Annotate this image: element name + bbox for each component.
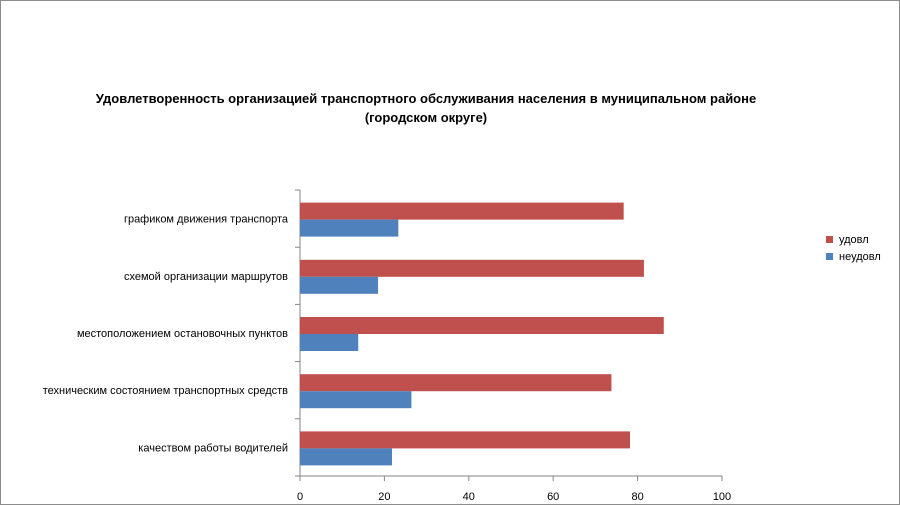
bar-удовл [300, 431, 631, 449]
bar-удовл [300, 259, 644, 277]
x-tick-label: 40 [463, 491, 475, 503]
x-tick-label: 20 [378, 491, 390, 503]
category-label: графиком движения транспорта [124, 214, 289, 226]
bar-неудовл [300, 448, 392, 466]
bar-неудовл [300, 391, 412, 409]
chart-title-line-2: (городском округе) [364, 110, 488, 125]
category-label: техническим состоянием транспортных сред… [43, 385, 288, 397]
x-tick-label: 100 [713, 491, 731, 503]
bar-неудовл [300, 334, 359, 351]
category-label: местоположением остановочных пунктов [77, 328, 288, 340]
legend-swatch-удовл [826, 236, 833, 243]
category-label: качеством работы водителей [138, 442, 288, 454]
legend-swatch-неудовл [826, 253, 833, 260]
bar-удовл [300, 317, 664, 334]
x-tick-label: 80 [631, 491, 643, 503]
bar-неудовл [300, 276, 379, 294]
chart-title-line-1: Удовлетворенность организацией транспорт… [95, 91, 757, 106]
bar-удовл [300, 374, 612, 392]
x-tick-label: 60 [547, 491, 559, 503]
category-label: схемой организации маршрутов [124, 271, 288, 283]
bar-удовл [300, 202, 624, 220]
x-tick-label: 0 [297, 491, 303, 503]
chart-title: Удовлетворенность организацией транспорт… [1, 89, 851, 127]
legend-label-удовл: удовл [839, 234, 869, 246]
legend-label-неудовл: неудовл [839, 251, 881, 263]
bar-неудовл [300, 219, 399, 237]
